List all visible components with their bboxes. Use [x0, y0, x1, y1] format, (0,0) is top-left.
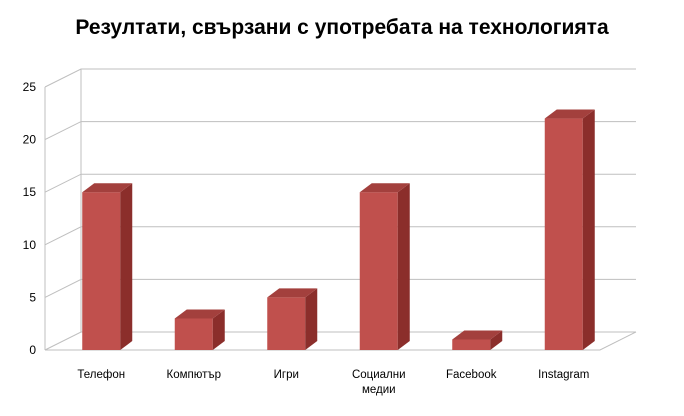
- bar-top: [174, 309, 225, 319]
- y-tick-label: 20: [23, 133, 37, 147]
- x-tick-label-line: Facebook: [446, 369, 497, 381]
- x-tick-label: Instagram: [538, 369, 589, 381]
- bar-front: [452, 339, 491, 350]
- x-tick-label-line: Игри: [274, 369, 299, 381]
- y-tick-label: 5: [29, 290, 36, 304]
- bar-side: [397, 183, 410, 350]
- bar-top: [267, 288, 318, 298]
- x-tick-label: Facebook: [446, 369, 497, 381]
- bar-side: [582, 109, 595, 350]
- bar: [544, 109, 595, 350]
- bar-front: [267, 297, 306, 350]
- x-tick-label-line: Instagram: [538, 369, 589, 381]
- y-tick-label: 15: [23, 185, 37, 199]
- x-tick-label-line: Компютър: [167, 369, 221, 381]
- bar-top: [452, 330, 503, 340]
- bar-top: [359, 183, 410, 193]
- x-tick-label: Компютър: [167, 369, 221, 381]
- bar-side: [305, 288, 318, 350]
- gridline: [44, 68, 636, 88]
- y-tick-label: 0: [29, 343, 36, 357]
- y-tick-label: 25: [23, 80, 37, 94]
- bar-side: [212, 309, 225, 350]
- y-tick-label: 10: [23, 238, 37, 252]
- x-tick-label-line: медии: [362, 384, 396, 396]
- bar-front: [174, 318, 213, 350]
- bar-side: [120, 183, 133, 350]
- bar-front: [82, 192, 121, 350]
- bar-front: [359, 192, 398, 350]
- x-tick-label: Телефон: [77, 369, 125, 381]
- x-tick-label: Социални медии: [352, 369, 406, 396]
- bar-side: [490, 330, 503, 350]
- x-tick-label-line: Телефон: [77, 369, 125, 381]
- bar-front: [544, 118, 583, 350]
- chart-walls: [44, 68, 637, 351]
- bar: [82, 183, 133, 350]
- floor-edge: [45, 331, 637, 351]
- bar-top: [82, 183, 133, 193]
- x-tick-label: Игри: [274, 369, 299, 381]
- bar: [452, 330, 503, 350]
- bar-top: [544, 109, 595, 119]
- bar: [359, 183, 410, 350]
- bar: [174, 309, 225, 350]
- bar: [267, 288, 318, 350]
- chart-title: Резултати, свързани с употребата на техн…: [75, 16, 609, 39]
- x-tick-label-line: Социални: [352, 369, 406, 381]
